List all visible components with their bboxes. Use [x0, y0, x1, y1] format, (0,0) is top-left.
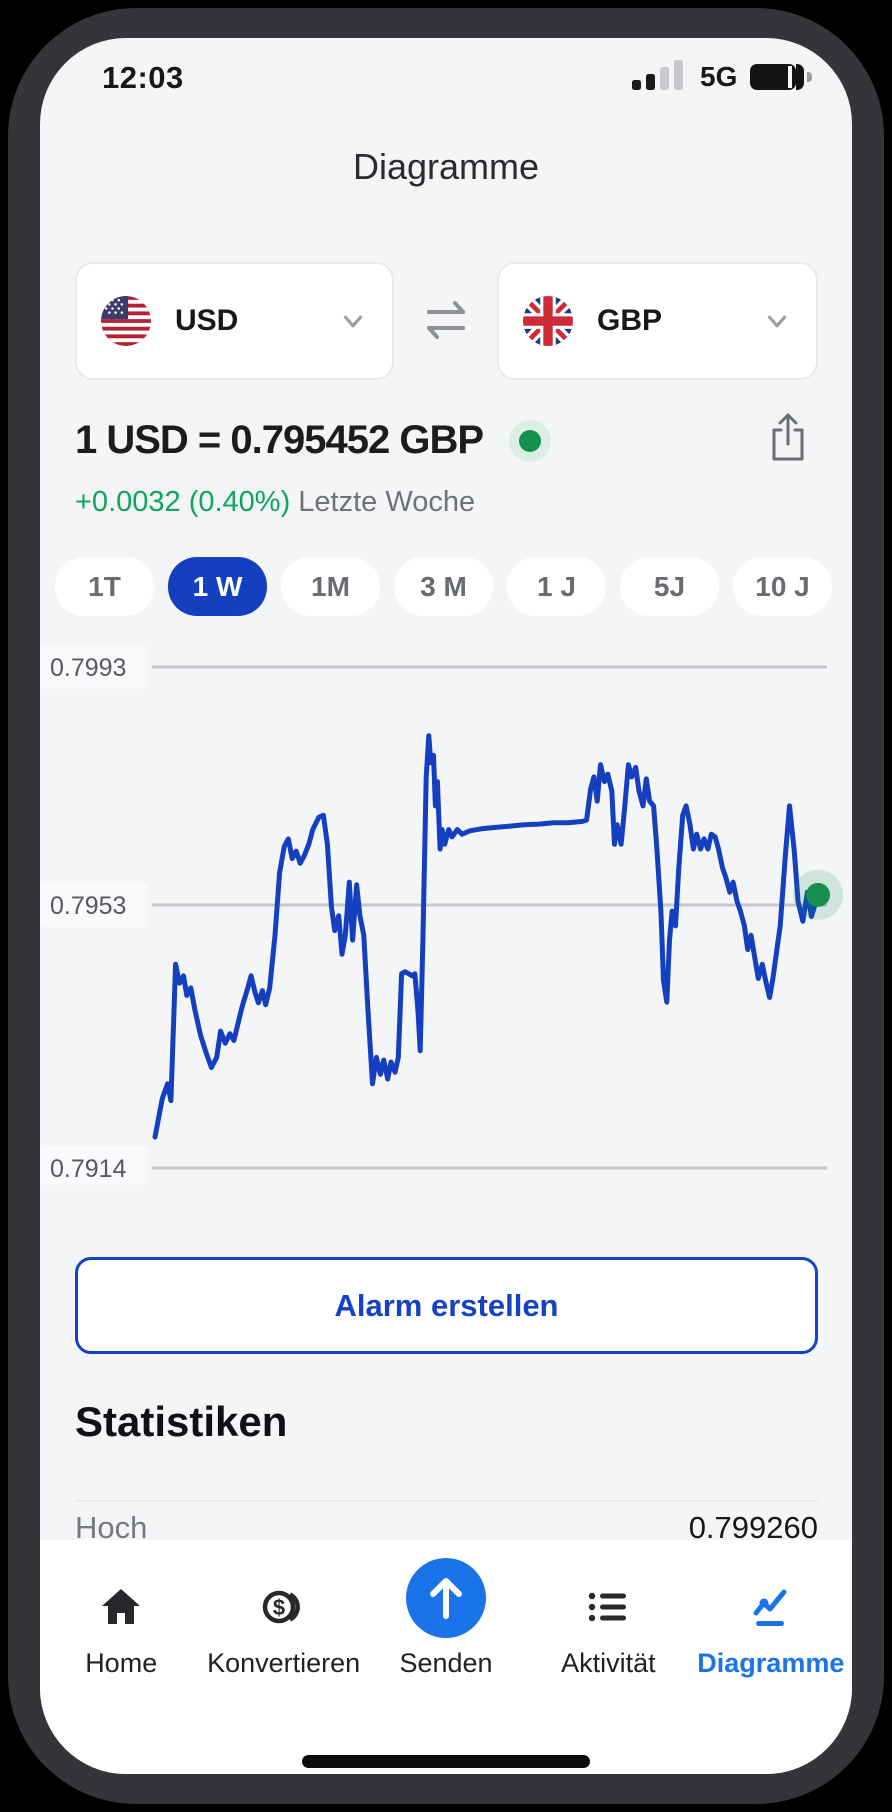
currency-code-from: USD [175, 304, 239, 337]
currency-code-to: GBP [597, 304, 663, 337]
send-arrow-icon [404, 1556, 488, 1640]
cellular-signal-icon [632, 60, 688, 90]
currency-selector-from[interactable]: USD [75, 262, 394, 380]
live-rate-dot [509, 419, 552, 462]
status-time: 12:03 [102, 60, 184, 95]
statistics-heading: Statistiken [75, 1398, 288, 1445]
us-flag-icon [101, 296, 151, 346]
tab-label: Konvertieren [207, 1648, 361, 1678]
tab-home[interactable]: Home [40, 1540, 202, 1774]
range-pill-3m[interactable]: 3 M [394, 557, 493, 616]
range-pill-1j[interactable]: 1 J [507, 557, 606, 616]
tab-label: Home [85, 1648, 158, 1678]
swap-arrows-icon [427, 301, 465, 339]
tab-senden[interactable]: Senden [365, 1540, 527, 1774]
tab-aktivitaet[interactable]: Aktivität [527, 1540, 689, 1774]
stat-value: 0.799260 [688, 1510, 818, 1545]
tab-label: Diagramme [697, 1648, 845, 1678]
share-icon [772, 413, 804, 461]
stat-label: Hoch [75, 1510, 148, 1545]
rate-chart[interactable]: 0.7993 0.7953 0.7914 [40, 640, 852, 1185]
activity-list-icon [585, 1584, 631, 1630]
currency-selector-to[interactable]: GBP [497, 262, 818, 380]
tab-label: Senden [399, 1648, 493, 1678]
share-button[interactable] [768, 410, 808, 462]
svg-text:$: $ [272, 1595, 284, 1620]
rate-change-period: Letzte Woche [298, 486, 476, 518]
battery-icon [750, 64, 812, 90]
range-pill-1w[interactable]: 1 W [168, 557, 267, 616]
swap-currencies-button[interactable] [416, 290, 476, 350]
home-icon [98, 1584, 144, 1630]
chevron-down-icon [762, 306, 792, 336]
exchange-rate-text: 1 USD = 0.795452 GBP [75, 418, 484, 462]
tab-bar: Home $ Konvertieren Senden Aktivität Diagramm… [40, 1540, 852, 1774]
tab-konvertieren[interactable]: $ Konvertieren [202, 1540, 364, 1774]
chart-line-icon [748, 1584, 794, 1630]
range-pill-5j[interactable]: 5J [620, 557, 719, 616]
tab-diagramme[interactable]: Diagramme [690, 1540, 852, 1774]
tab-label: Aktivität [561, 1648, 656, 1678]
range-pill-1m[interactable]: 1M [281, 557, 380, 616]
stat-row-hoch: Hoch 0.799260 [75, 1510, 818, 1546]
home-indicator[interactable] [302, 1755, 590, 1768]
y-axis-tick: 0.7914 [50, 1155, 127, 1183]
rate-change-line: +0.0032 (0.40%) Letzte Woche [75, 486, 475, 519]
y-axis-tick: 0.7953 [50, 892, 126, 920]
y-axis-tick: 0.7993 [50, 654, 126, 682]
coin-icon: $ [258, 1584, 310, 1630]
create-alert-button[interactable]: Alarm erstellen [75, 1257, 818, 1354]
network-type-label: 5G [700, 61, 738, 92]
page-title: Diagramme [352, 146, 540, 187]
chevron-down-icon [338, 306, 368, 336]
gb-flag-icon [523, 296, 573, 346]
phone-screen: 12:03 5G Diagramme USD [40, 38, 852, 1774]
range-pill-1t[interactable]: 1T [55, 557, 154, 616]
rate-change-delta: +0.0032 (0.40%) [75, 486, 291, 518]
range-pill-10j[interactable]: 10 J [733, 557, 832, 616]
divider [75, 1500, 818, 1502]
